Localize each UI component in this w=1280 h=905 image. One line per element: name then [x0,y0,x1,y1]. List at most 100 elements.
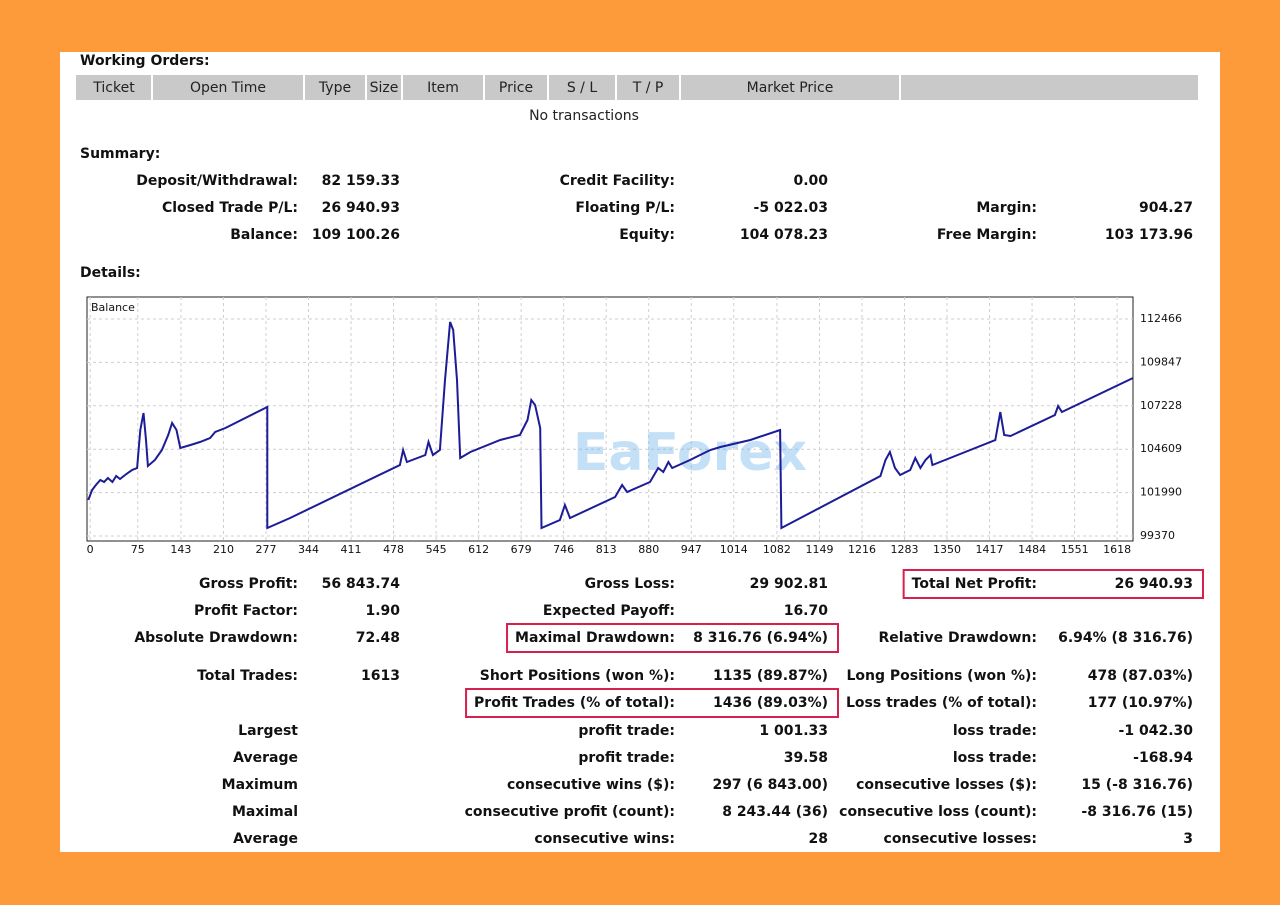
x-tick-label: 0 [87,543,94,556]
stat-value: 1.90 [365,603,400,619]
highlight-box [465,688,839,718]
x-tick-label: 1216 [848,543,876,556]
stat-value: 904.27 [1139,200,1193,216]
stat-label: Relative Drawdown: [878,630,1037,646]
x-tick-label: 411 [341,543,362,556]
stat-label: profit trade: [578,723,675,739]
stat-label: Maximum [222,777,298,793]
y-tick-label: 107228 [1140,399,1182,412]
stat-value: 297 (6 843.00) [712,777,828,793]
x-tick-label: 1484 [1018,543,1046,556]
stat-value: 39.58 [784,750,828,766]
column-header: Ticket [92,80,135,96]
x-tick-label: 545 [426,543,447,556]
x-tick-label: 75 [131,543,145,556]
stat-value: 82 159.33 [322,173,400,189]
empty-message: No transactions [529,108,639,124]
stat-value: 29 902.81 [750,576,828,592]
x-tick-label: 880 [638,543,659,556]
x-tick-label: 277 [255,543,276,556]
stat-label: Total Trades: [197,668,298,684]
x-tick-label: 1417 [976,543,1004,556]
x-tick-label: 1082 [763,543,791,556]
x-tick-label: 143 [170,543,191,556]
x-tick-label: 210 [213,543,234,556]
table-header [76,75,1198,100]
stat-value: 26 940.93 [1115,576,1193,592]
stat-label: Free Margin: [937,227,1037,243]
stat-value: 28 [809,831,828,847]
stat-value: 1135 (89.87%) [713,668,828,684]
stat-label: Total Net Profit: [912,576,1037,592]
column-header: Size [370,80,399,96]
x-tick-label: 947 [681,543,702,556]
section-title: Working Orders: [80,53,210,69]
x-tick-label: 1350 [933,543,961,556]
stat-value: 16.70 [784,603,829,619]
stat-value: -1 042.30 [1119,723,1194,739]
stat-label: Absolute Drawdown: [134,630,298,646]
x-tick-label: 478 [383,543,404,556]
x-tick-label: 1618 [1103,543,1131,556]
column-header: T / P [632,80,664,96]
stat-label: Profit Trades (% of total): [474,695,675,711]
y-tick-label: 104609 [1140,442,1182,455]
stat-label: Floating P/L: [575,200,675,216]
stat-label: Maximal Drawdown: [515,630,675,646]
stat-label: loss trade: [953,723,1037,739]
stat-label: Expected Payoff: [543,603,675,619]
x-tick-label: 344 [298,543,319,556]
stat-value: 1 001.33 [759,723,828,739]
stat-label: profit trade: [578,750,675,766]
series-label: Balance [91,301,135,314]
stat-label: Gross Loss: [585,576,675,592]
stat-label: Short Positions (won %): [480,668,675,684]
column-header: Type [318,80,351,96]
column-header: Item [427,80,459,96]
stat-value: 8 243.44 (36) [722,804,828,820]
column-header: Price [499,80,533,96]
stat-value: 1436 (89.03%) [713,695,828,711]
y-tick-label: 101990 [1140,486,1182,499]
section-title: Summary: [80,146,160,162]
stat-label: Deposit/Withdrawal: [136,173,298,189]
highlight-box [902,569,1204,599]
x-tick-label: 746 [553,543,574,556]
y-tick-label: 112466 [1140,312,1182,325]
stat-value: -8 316.76 (15) [1081,804,1193,820]
x-tick-label: 1149 [805,543,833,556]
section-title: Details: [80,265,141,281]
x-tick-label: 813 [596,543,617,556]
x-tick-label: 679 [511,543,532,556]
stat-label: Credit Facility: [560,173,675,189]
y-tick-label: 99370 [1140,529,1175,542]
stat-label: consecutive loss (count): [839,804,1037,820]
stat-value: 0.00 [793,173,828,189]
x-tick-label: 1014 [720,543,748,556]
x-tick-label: 1283 [891,543,919,556]
stat-label: Balance: [230,227,298,243]
stat-value: 478 (87.03%) [1088,668,1193,684]
stat-label: Closed Trade P/L: [162,200,298,216]
stat-label: Profit Factor: [194,603,298,619]
stat-label: consecutive profit (count): [465,804,675,820]
stat-label: loss trade: [953,750,1037,766]
stat-value: 104 078.23 [740,227,828,243]
stat-label: consecutive losses ($): [856,777,1037,793]
stat-label: Largest [238,723,298,739]
stat-value: -168.94 [1133,750,1193,766]
stat-value: 15 (-8 316.76) [1081,777,1193,793]
stat-value: 6.94% (8 316.76) [1058,630,1193,646]
stat-value: 109 100.26 [312,227,400,243]
stat-label: Equity: [619,227,675,243]
stat-value: 1613 [361,668,400,684]
stat-label: Maximal [232,804,298,820]
stat-label: Average [233,831,298,847]
stat-value: 103 173.96 [1105,227,1193,243]
stat-label: consecutive losses: [884,831,1037,847]
stat-label: Gross Profit: [199,576,298,592]
x-tick-label: 612 [468,543,489,556]
balance-line [87,321,1134,530]
